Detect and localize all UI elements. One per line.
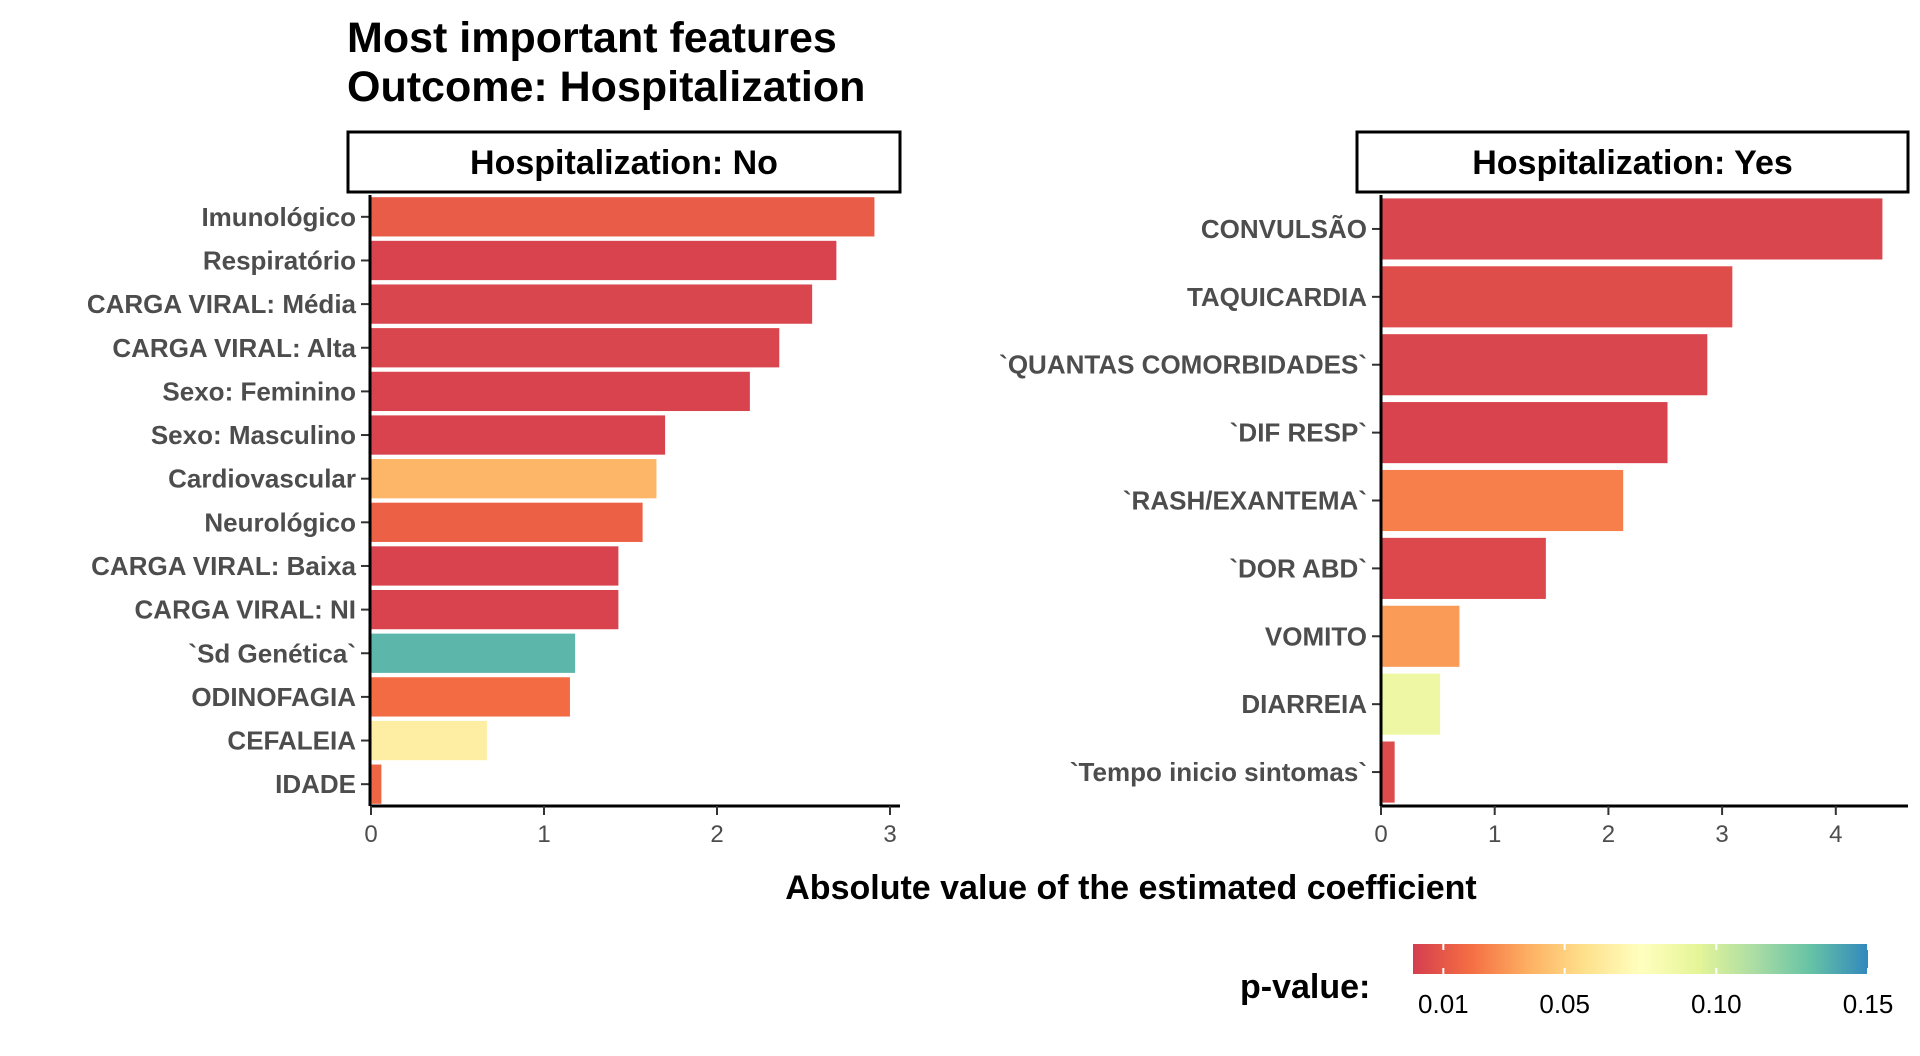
x-axis-label: Absolute value of the estimated coeffici…	[785, 869, 1476, 907]
y-tick-label: `RASH/EXANTEMA`	[1123, 486, 1367, 516]
bar	[1381, 402, 1668, 464]
legend-tick-label: 0.15	[1843, 989, 1894, 1019]
bar	[371, 633, 576, 673]
y-tick-label: Neurológico	[204, 507, 356, 537]
y-tick-label: `DIF RESP`	[1230, 418, 1367, 448]
x-tick-label: 3	[1715, 821, 1728, 848]
y-tick-label: Cardiovascular	[168, 464, 356, 494]
bar	[1381, 469, 1624, 532]
y-tick-label: `Tempo inicio sintomas`	[1070, 757, 1367, 787]
bar	[371, 502, 643, 542]
facet-strip	[346, 130, 902, 194]
y-tick-label: Sexo: Masculino	[151, 420, 356, 450]
facet-panels: Hospitalization: No Imunológico Respiratór…	[87, 130, 1910, 848]
bar	[371, 764, 382, 804]
y-tick-label: Imunológico	[201, 202, 356, 232]
y-tick-label: Respiratório	[203, 245, 356, 275]
y-tick-label: VOMITO	[1265, 621, 1367, 651]
legend-title: p-value:	[1240, 968, 1370, 1006]
x-tick-label: 1	[1488, 821, 1501, 848]
bar	[371, 589, 619, 630]
y-tick-label: ODINOFAGIA	[191, 682, 356, 712]
y-tick-label: `Sd Genética`	[188, 638, 356, 668]
bar	[371, 197, 875, 237]
x-tick-label: 3	[883, 821, 896, 848]
facet-strip-label: Hospitalization: No	[470, 144, 778, 182]
x-tick-label: 2	[1602, 821, 1615, 848]
x-tick-label: 2	[710, 821, 723, 848]
bar	[371, 720, 487, 761]
bar	[371, 546, 619, 586]
bar	[371, 459, 657, 499]
bar	[371, 328, 780, 368]
x-tick-label: 0	[1374, 821, 1387, 848]
facet-strip-label: Hospitalization: Yes	[1472, 144, 1793, 182]
bar	[1381, 673, 1441, 735]
bar	[371, 240, 837, 281]
y-tick-label: CARGA VIRAL: NI	[135, 595, 356, 625]
y-tick-label: CARGA VIRAL: Média	[87, 289, 357, 319]
y-tick-label: Sexo: Feminino	[162, 376, 356, 406]
facet-strip	[1355, 130, 1910, 194]
bar	[371, 284, 813, 324]
bar	[1381, 198, 1883, 260]
chart-title-line-2: Outcome: Hospitalization	[347, 63, 865, 111]
bar	[1381, 334, 1708, 396]
y-tick-label: `QUANTAS COMORBIDADES`	[999, 350, 1367, 380]
legend-tick-label: 0.10	[1691, 989, 1742, 1019]
x-tick-label: 4	[1829, 821, 1842, 848]
bar	[371, 677, 570, 717]
bar	[1381, 266, 1733, 328]
bar	[1381, 741, 1395, 803]
x-tick-label: 0	[364, 821, 377, 848]
y-tick-label: DIARREIA	[1241, 689, 1367, 719]
bar	[1381, 605, 1460, 667]
y-tick-label: CARGA VIRAL: Alta	[112, 333, 356, 363]
legend-tick-label: 0.01	[1418, 989, 1469, 1019]
y-tick-label: CONVULSÃO	[1201, 214, 1367, 244]
y-tick-label: IDADE	[275, 769, 356, 799]
y-tick-label: CEFALEIA	[227, 726, 356, 756]
bar	[371, 371, 750, 412]
panel-no: Hospitalization: No Imunológico Respiratór…	[87, 130, 902, 848]
legend-colorbar	[1413, 944, 1868, 974]
y-tick-label: `DOR ABD`	[1229, 553, 1367, 583]
legend-tick-label: 0.05	[1539, 989, 1590, 1019]
bar	[371, 415, 666, 455]
x-tick-label: 1	[537, 821, 550, 848]
y-tick-label: CARGA VIRAL: Baixa	[91, 551, 356, 581]
legend: p-value: 0.01 0.05 0.10 0.15	[1240, 944, 1893, 1019]
chart-title-line-1: Most important features	[347, 14, 837, 62]
bar	[1381, 537, 1546, 599]
panel-yes: Hospitalization: Yes CONVULSÃO TAQUICARDIA…	[999, 130, 1910, 848]
y-tick-label: TAQUICARDIA	[1187, 282, 1367, 312]
